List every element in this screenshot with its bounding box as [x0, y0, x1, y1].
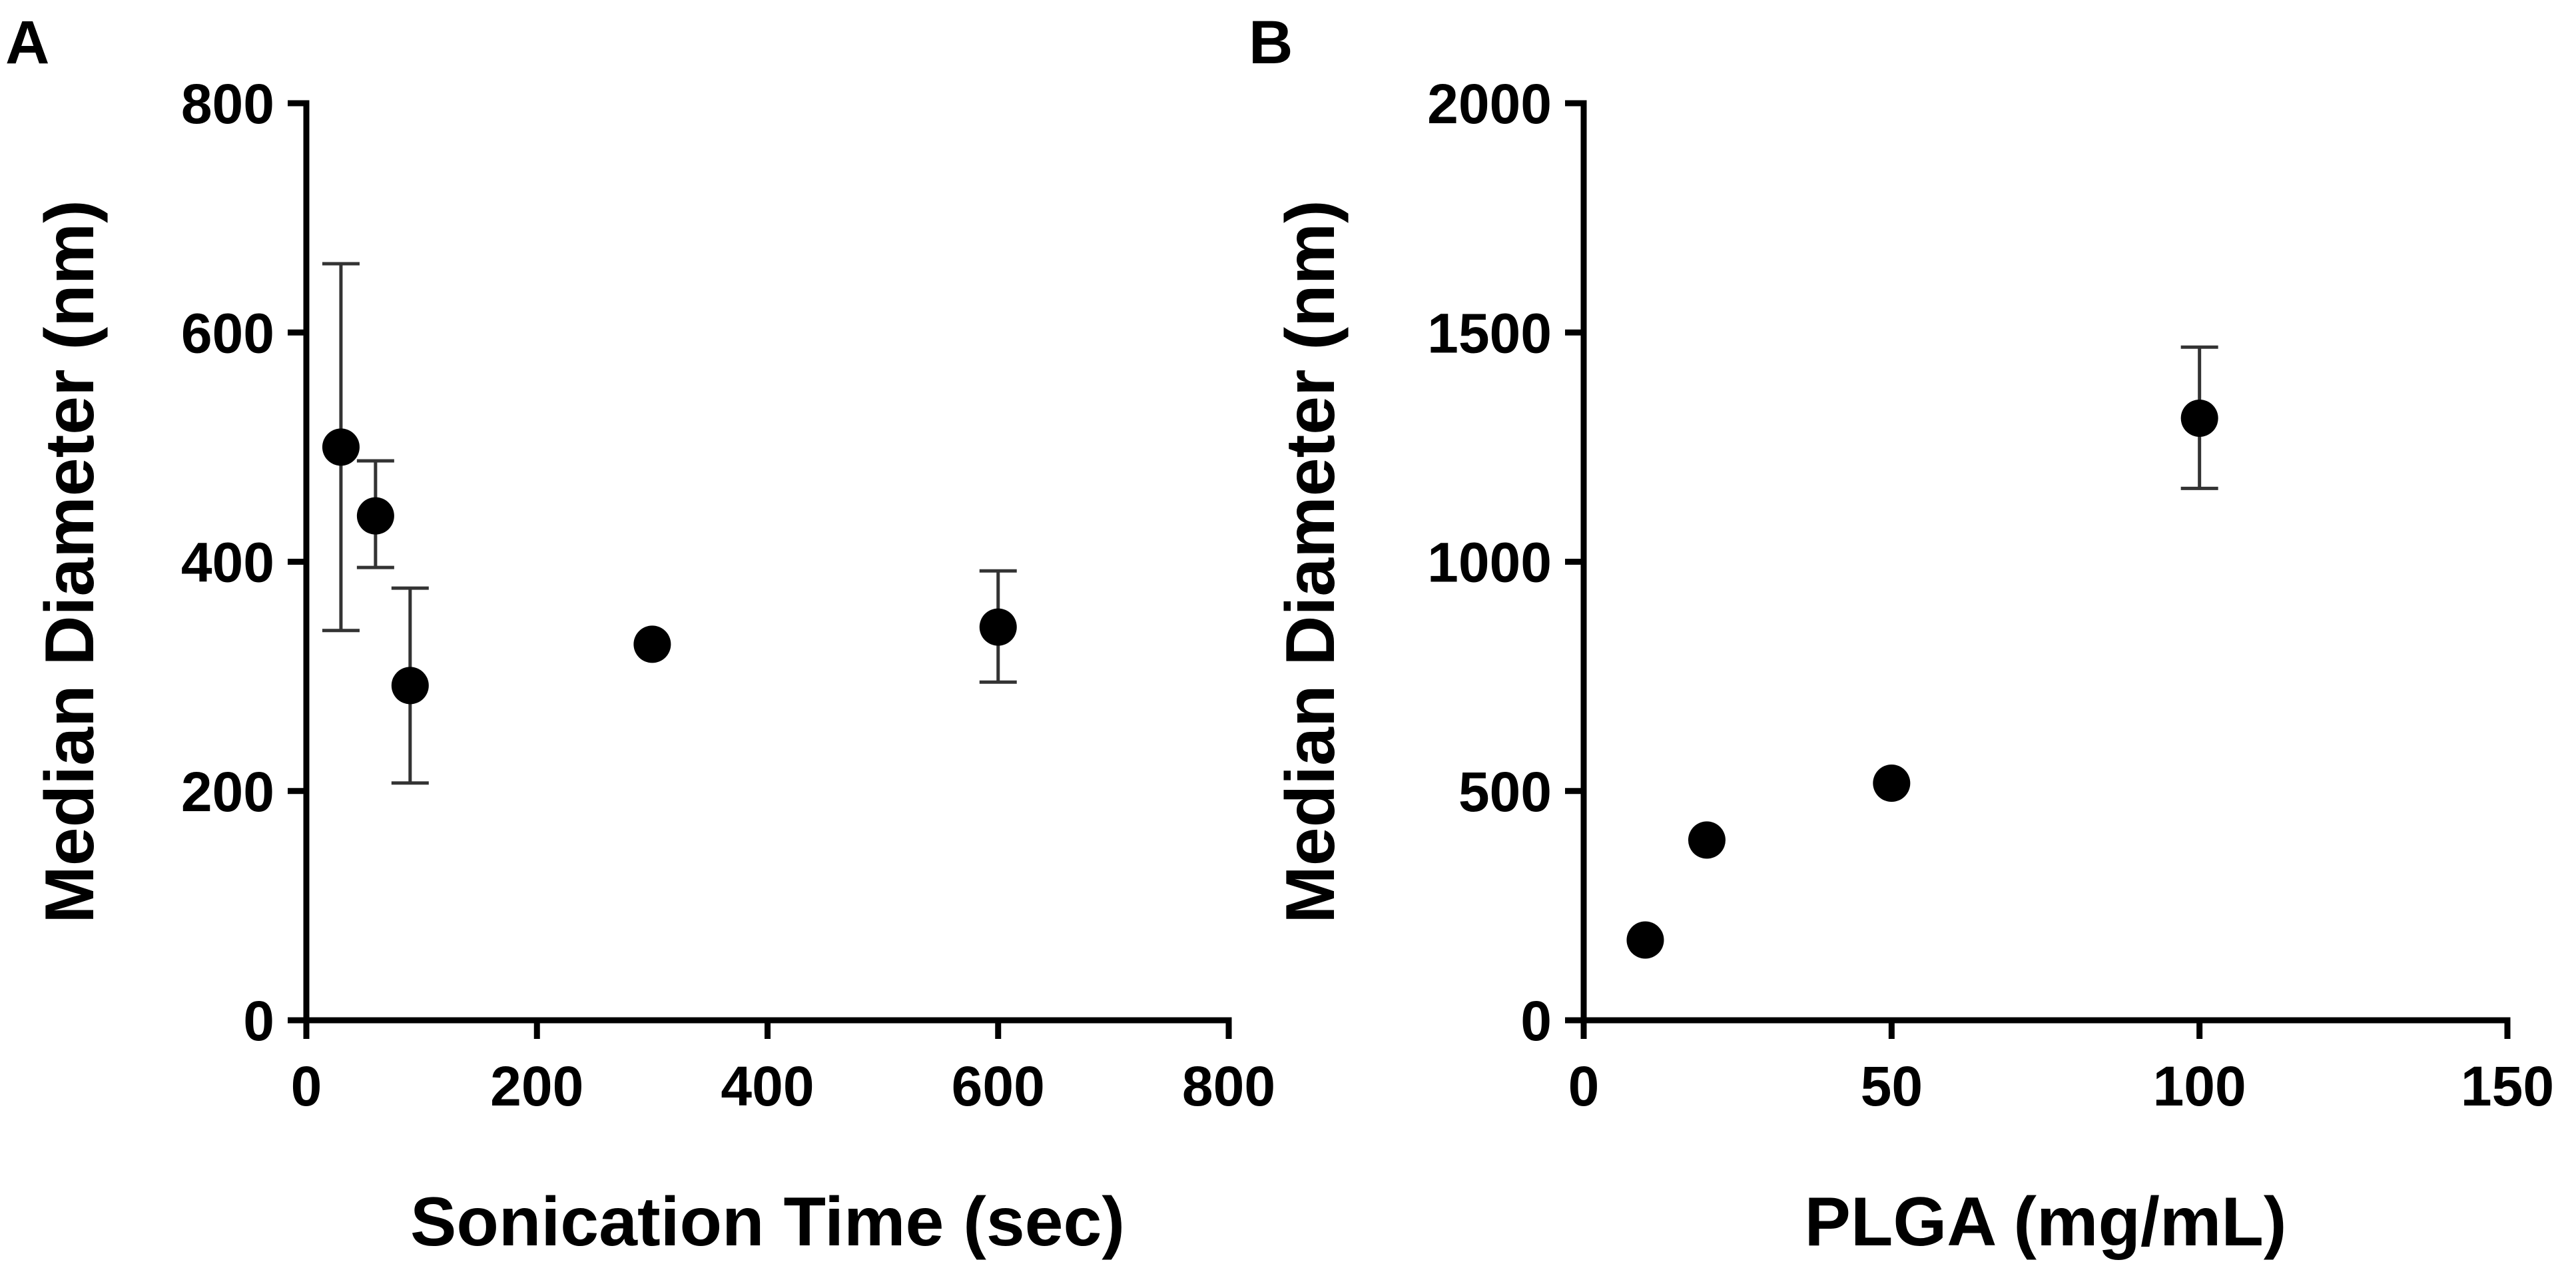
y-tick-label: 0 — [243, 990, 274, 1052]
x-tick-label: 0 — [291, 1055, 322, 1117]
data-point — [1873, 765, 1911, 802]
y-tick-label: 0 — [1520, 990, 1552, 1052]
data-point — [979, 608, 1017, 646]
x-tick-label: 800 — [1182, 1055, 1275, 1117]
y-tick-label: 1000 — [1427, 531, 1552, 594]
x-axis-title: Sonication Time (sec) — [410, 1183, 1125, 1261]
data-point — [633, 625, 671, 663]
panel-label: B — [1249, 9, 1293, 77]
panel-b: B 0 500 1000 1500 2000 0 50 100 150 PLGA (mg/mL) Me… — [1249, 9, 2554, 1261]
y-tick-label: 600 — [181, 302, 274, 364]
data-point — [322, 428, 360, 466]
panel-label: A — [5, 9, 49, 77]
y-tick-label: 400 — [181, 531, 274, 594]
data-point — [1688, 821, 1726, 859]
y-tick-label: 500 — [1458, 761, 1552, 823]
y-tick-label: 800 — [181, 73, 274, 135]
x-tick-label: 100 — [2153, 1055, 2246, 1117]
data-point — [391, 667, 429, 705]
x-tick-label: 600 — [952, 1055, 1045, 1117]
data-point — [1626, 921, 1664, 959]
x-tick-label: 0 — [1568, 1055, 1600, 1117]
data-point — [356, 497, 394, 535]
y-axis-title: Median Diameter (nm) — [1272, 200, 1349, 923]
x-axis-title: PLGA (mg/mL) — [1804, 1183, 2286, 1261]
y-tick-label: 1500 — [1427, 302, 1552, 364]
x-tick-label: 200 — [490, 1055, 583, 1117]
x-tick-label: 400 — [721, 1055, 814, 1117]
y-tick-label: 200 — [181, 761, 274, 823]
panel-a: A 0 200 400 600 800 0 200 400 600 800 Sonication Ti… — [5, 9, 1275, 1261]
y-axis-title: Median Diameter (nm) — [31, 200, 109, 923]
x-tick-label: 150 — [2461, 1055, 2554, 1117]
x-tick-label: 50 — [1861, 1055, 1923, 1117]
data-point — [2180, 399, 2218, 437]
y-tick-label: 2000 — [1427, 73, 1552, 135]
